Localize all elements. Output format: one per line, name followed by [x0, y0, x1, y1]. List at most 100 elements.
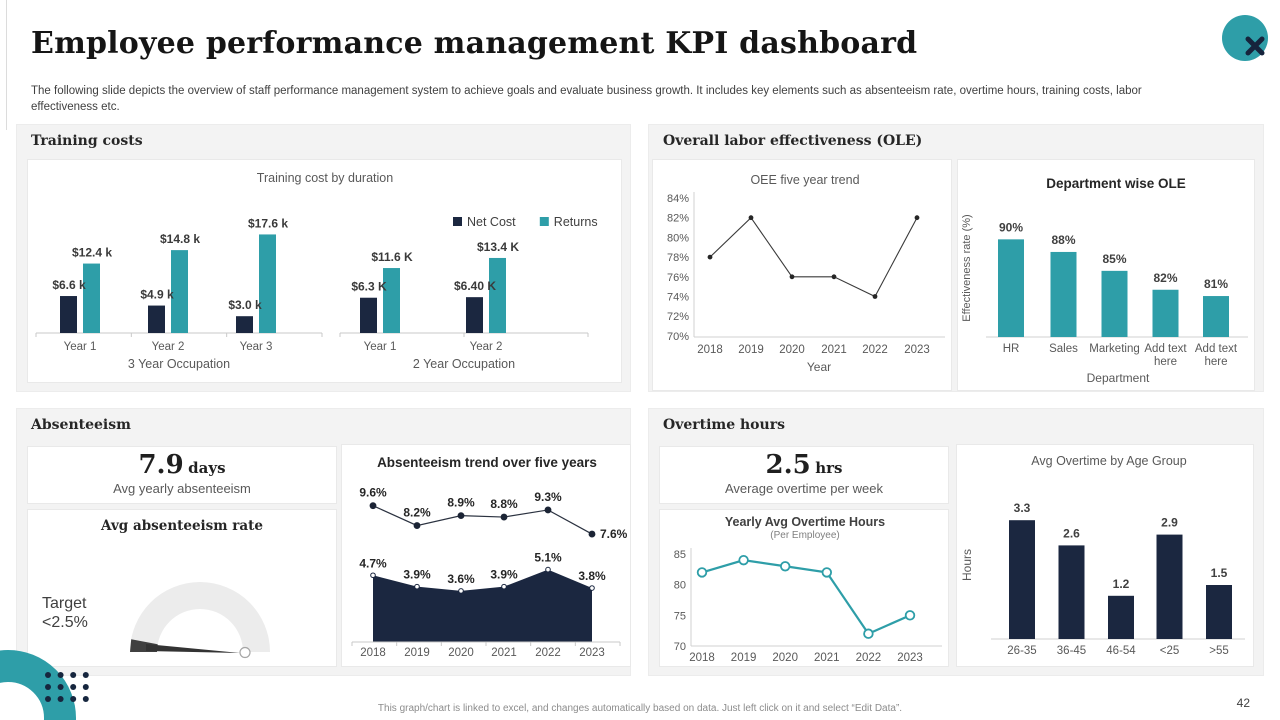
svg-text:84%: 84%	[667, 193, 689, 205]
svg-text:2018: 2018	[360, 647, 386, 659]
svg-text:(Per Employee): (Per Employee)	[770, 530, 839, 541]
svg-text:Yearly Avg Overtime Hours: Yearly Avg Overtime Hours	[725, 515, 885, 529]
teal-arc	[0, 650, 76, 720]
dept-ole-chart: Department wise OLE Effectiveness rate (%…	[961, 176, 1248, 385]
svg-text:75: 75	[674, 610, 686, 622]
svg-text:2018: 2018	[697, 344, 723, 356]
svg-text:2021: 2021	[821, 344, 847, 356]
svg-text:Year 1: Year 1	[64, 341, 97, 353]
svg-text:85%: 85%	[1102, 252, 1126, 266]
svg-text:7.6%: 7.6%	[600, 527, 628, 541]
svg-text:4,5%: 4,5%	[206, 661, 236, 664]
absenteeism-kpi-unit: days	[188, 459, 226, 477]
svg-text:$14.8 k: $14.8 k	[160, 232, 200, 246]
panel-absenteeism: Absenteeism 7.9 days Avg yearly absentee…	[16, 408, 631, 676]
svg-text:Avg Overtime by Age Group: Avg Overtime by Age Group	[1031, 454, 1186, 468]
svg-text:Marketing: Marketing	[1089, 343, 1140, 355]
overtime-kpi-unit: hrs	[815, 459, 843, 477]
svg-text:$11.6 K: $11.6 K	[371, 250, 413, 264]
svg-text:Training cost by duration: Training cost by duration	[257, 171, 393, 185]
overtime-trend-chart-card[interactable]: Yearly Avg Overtime Hours (Per Employee) 8…	[659, 509, 949, 667]
svg-text:Add text: Add text	[1144, 343, 1187, 355]
absenteeism-trend-chart-card[interactable]: Absenteeism trend over five years 4.7% 3.9…	[341, 444, 631, 667]
svg-text:$17.6 k: $17.6 k	[248, 216, 288, 230]
svg-text:here: here	[1154, 356, 1177, 368]
svg-text:Sales: Sales	[1049, 343, 1078, 355]
svg-text:85: 85	[674, 549, 686, 561]
svg-text:Year: Year	[807, 360, 831, 374]
svg-text:74%: 74%	[667, 292, 689, 304]
svg-text:2023: 2023	[579, 647, 605, 659]
svg-text:Absenteeism trend over five ye: Absenteeism trend over five years	[377, 455, 597, 470]
panel-overtime: Overtime hours 2.5 hrs Average overtime …	[648, 408, 1264, 676]
footer-note: This graph/chart is linked to excel, and…	[377, 703, 903, 714]
svg-text:$13.4 K: $13.4 K	[477, 240, 519, 254]
svg-text:Year 2: Year 2	[152, 341, 185, 353]
svg-text:2020: 2020	[772, 652, 798, 664]
svg-text:2019: 2019	[731, 652, 757, 664]
svg-text:2022: 2022	[856, 652, 882, 664]
svg-text:Year 3: Year 3	[240, 341, 273, 353]
overtime-kpi-value: 2.5	[765, 450, 811, 480]
absenteeism-gauge-chart: 4,5%	[130, 582, 270, 664]
svg-text:$4.9 k: $4.9 k	[140, 288, 174, 302]
age-group-chart-card[interactable]: Avg Overtime by Age Group Hours 3.3 26-35 2.…	[956, 444, 1254, 667]
absenteeism-gauge-card[interactable]: Avg absenteeism rate Target <2.5% 4,5%	[27, 509, 337, 667]
overtime-kpi-caption: Average overtime per week	[724, 480, 883, 496]
svg-text:4.7%: 4.7%	[359, 556, 387, 570]
svg-text:$6.3 K: $6.3 K	[351, 280, 387, 294]
svg-text:8.2%: 8.2%	[403, 506, 431, 520]
svg-text:36-45: 36-45	[1057, 645, 1086, 657]
panel-ole: Overall labor effectiveness (OLE) OEE fi…	[648, 124, 1264, 392]
svg-text:88%: 88%	[1051, 233, 1075, 247]
panel-absenteeism-header: Absenteeism	[31, 417, 131, 433]
svg-text:OEE five year trend: OEE five year trend	[750, 173, 859, 187]
svg-text:80: 80	[674, 580, 686, 592]
svg-text:82%: 82%	[1153, 271, 1177, 285]
dept-ole-chart-card[interactable]: Department wise OLE Effectiveness rate (%…	[957, 159, 1255, 391]
svg-text:72%: 72%	[667, 311, 689, 323]
svg-text:70%: 70%	[667, 331, 689, 343]
svg-text:9.6%: 9.6%	[359, 486, 387, 500]
svg-text:$6.40 K: $6.40 K	[454, 279, 496, 293]
svg-text:3.8%: 3.8%	[578, 569, 606, 583]
panel-training-header: Training costs	[31, 133, 143, 149]
svg-text:5.1%: 5.1%	[534, 551, 562, 565]
overtime-trend-chart: Yearly Avg Overtime Hours(Per Employee) 8…	[674, 515, 942, 664]
absenteeism-kpi-caption: Avg yearly absenteeism	[113, 480, 251, 496]
left-edge-rule	[6, 0, 7, 130]
svg-text:3.6%: 3.6%	[447, 572, 475, 586]
close-button[interactable]	[1222, 15, 1268, 61]
svg-text:82%: 82%	[667, 213, 689, 225]
svg-text:3.9%: 3.9%	[490, 568, 518, 582]
svg-text:78%: 78%	[667, 252, 689, 264]
svg-text:2.9: 2.9	[1161, 516, 1178, 530]
gauge-title: Avg absenteeism rate	[101, 518, 263, 534]
overtime-kpi-card: 2.5 hrs Average overtime per week	[659, 446, 949, 504]
page-number: 42	[1236, 696, 1250, 710]
svg-text:$12.4 k: $12.4 k	[72, 246, 112, 260]
gauge-target-label: Target <2.5%	[42, 595, 88, 632]
svg-text:<25: <25	[1160, 645, 1180, 657]
svg-text:Year 1: Year 1	[364, 341, 397, 353]
svg-text:$6.6 k: $6.6 k	[52, 278, 86, 292]
svg-text:Returns: Returns	[554, 215, 598, 229]
svg-text:Department wise OLE: Department wise OLE	[1046, 176, 1186, 191]
training-cost-chart-card[interactable]: Training cost by duration Net Cost Returns…	[27, 159, 622, 383]
svg-text:2022: 2022	[862, 344, 888, 356]
svg-text:Hours: Hours	[960, 549, 974, 581]
svg-text:2023: 2023	[897, 652, 923, 664]
oee-trend-chart: OEE five year trend 84% 82% 80% 78% 76% 74% 72%…	[667, 173, 945, 374]
svg-text:2021: 2021	[491, 647, 517, 659]
svg-text:9.3%: 9.3%	[534, 490, 562, 504]
svg-text:Year 2: Year 2	[470, 341, 503, 353]
svg-text:2022: 2022	[535, 647, 561, 659]
svg-text:2020: 2020	[448, 647, 474, 659]
svg-text:1.2: 1.2	[1113, 577, 1130, 591]
svg-text:2018: 2018	[689, 652, 715, 664]
svg-text:2.6: 2.6	[1063, 526, 1080, 540]
corner-arc-decoration	[0, 650, 89, 720]
svg-text:90%: 90%	[999, 220, 1023, 234]
oee-trend-chart-card[interactable]: OEE five year trend 84% 82% 80% 78% 76% 74% 72%…	[652, 159, 952, 391]
absenteeism-trend-chart: Absenteeism trend over five years 4.7% 3.9…	[351, 455, 628, 659]
